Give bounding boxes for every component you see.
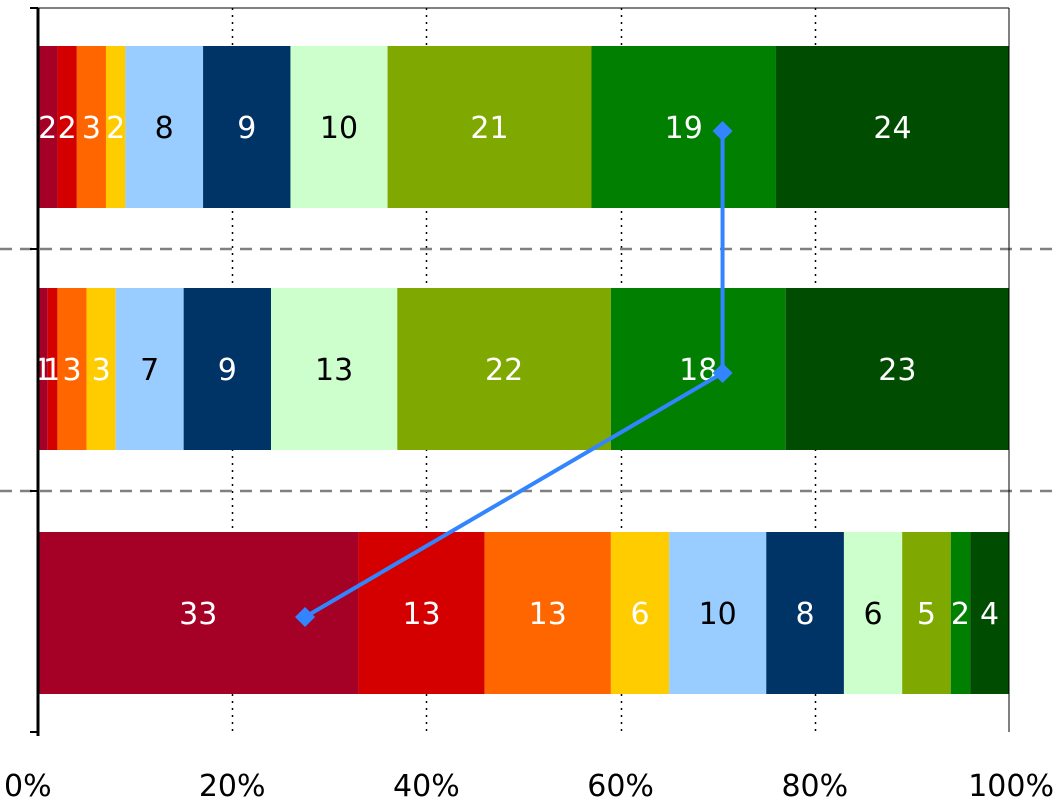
- data-label: 22: [485, 353, 523, 388]
- data-label: 9: [218, 353, 237, 388]
- bar-segment: [38, 46, 58, 208]
- bar-segment: [843, 532, 903, 694]
- bar-segment: [387, 46, 592, 208]
- x-tick-label: 0%: [4, 769, 52, 804]
- data-label: 3: [62, 353, 81, 388]
- overlay-line-series: [295, 121, 733, 627]
- bar-segment: [86, 288, 116, 450]
- data-label: 2: [951, 597, 970, 632]
- bar-segment: [115, 288, 184, 450]
- bar-segment: [38, 288, 48, 450]
- bar-segment: [358, 532, 485, 694]
- bar-segment: [902, 532, 951, 694]
- bar-segment: [397, 288, 611, 450]
- data-label: 8: [155, 111, 174, 146]
- data-label: 21: [470, 111, 508, 146]
- data-label: 10: [699, 597, 737, 632]
- data-label: 13: [315, 353, 353, 388]
- x-tick-label: 60%: [587, 769, 654, 804]
- bar-segment: [76, 46, 106, 208]
- data-label: 18: [679, 353, 717, 388]
- bar-segment: [484, 532, 611, 694]
- x-tick-label: 20%: [199, 769, 266, 804]
- bar-segment: [183, 288, 272, 450]
- x-tick-label: 40%: [393, 769, 460, 804]
- bar-segment: [57, 46, 77, 208]
- data-label: 3: [92, 353, 111, 388]
- data-label: 2: [106, 111, 125, 146]
- bar-segment: [203, 46, 291, 208]
- line-point-marker: [712, 121, 733, 141]
- data-label: 13: [529, 597, 567, 632]
- bar-segment: [610, 532, 670, 694]
- data-label: 24: [873, 111, 911, 146]
- data-label: 1: [43, 353, 62, 388]
- data-label: 7: [140, 353, 159, 388]
- bar-segment: [950, 532, 971, 694]
- data-label: 5: [917, 597, 936, 632]
- data-label: 13: [402, 597, 440, 632]
- data-label: 2: [58, 111, 77, 146]
- bar-segment: [775, 46, 1009, 208]
- data-label: 6: [864, 597, 883, 632]
- data-label: 33: [179, 597, 217, 632]
- data-label: 19: [665, 111, 703, 146]
- axes: [30, 7, 1010, 736]
- data-label: 10: [320, 111, 358, 146]
- bar-segment: [290, 46, 388, 208]
- bar-segment: [766, 532, 844, 694]
- data-label: 2: [38, 111, 57, 146]
- bar-segment: [125, 46, 204, 208]
- bar-segment: [47, 288, 58, 450]
- x-tick-labels: 0% 20% 40% 60% 80% 100%: [4, 769, 1054, 804]
- bar-segment: [591, 46, 776, 208]
- bar-segment: [105, 46, 126, 208]
- bar-segment: [785, 288, 1009, 450]
- data-label: 3: [82, 111, 101, 146]
- bar-segment: [271, 288, 398, 450]
- data-label: 4: [980, 597, 999, 632]
- data-label: 8: [796, 597, 815, 632]
- bar-segment: [669, 532, 767, 694]
- bar-segment: [970, 532, 1009, 694]
- data-label: 9: [237, 111, 256, 146]
- data-label: 6: [630, 597, 649, 632]
- data-label: 23: [878, 353, 916, 388]
- line-point-marker: [295, 607, 316, 627]
- line-point-marker: [712, 363, 733, 383]
- bar-segment: [57, 288, 87, 450]
- x-tick-label: 100%: [968, 769, 1054, 804]
- x-tick-label: 80%: [781, 769, 848, 804]
